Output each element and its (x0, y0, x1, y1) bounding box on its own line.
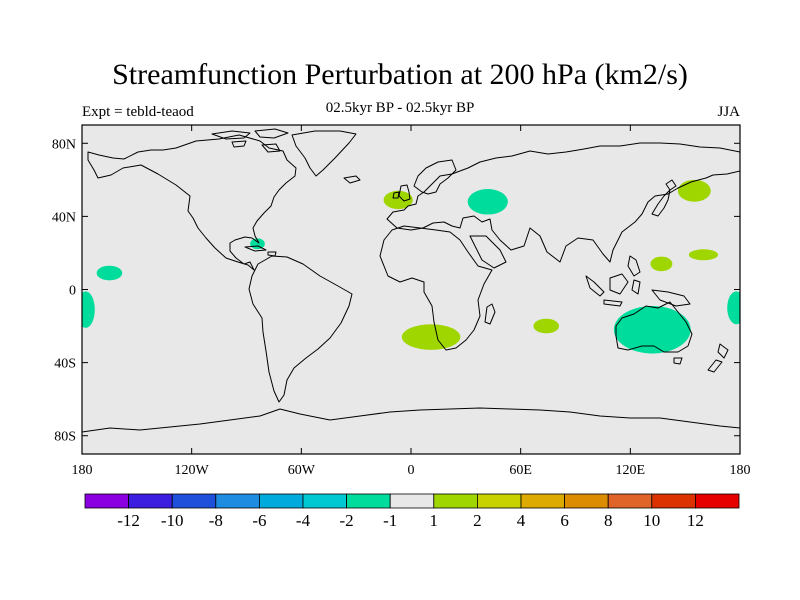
plot-title: Streamfunction Perturbation at 200 hPa (… (112, 58, 688, 91)
coastline-greenland (291, 130, 357, 177)
lon-tick-label: 120W (175, 463, 210, 478)
colorbar-swatch (389, 493, 435, 509)
colorbar-swatch (128, 493, 173, 509)
lon-tick-label: 180 (72, 463, 93, 478)
colorbar-label: -6 (252, 511, 266, 530)
colorbar-swatch (520, 493, 565, 509)
colorbar-swatch (695, 493, 740, 509)
map-ocean (82, 125, 740, 454)
coastline-java (603, 299, 623, 307)
anomaly-north-atlantic-positive (383, 190, 413, 210)
colorbar-label: -2 (340, 511, 354, 530)
coastline-eurasia (386, 142, 740, 263)
lon-tick-label: 180 (730, 463, 751, 478)
colorbar: -12 -10 -8 -6 -4 -2 -1 1 2 4 6 8 10 12 (84, 493, 740, 530)
colorbar-swatch (476, 493, 522, 509)
lon-tick-label: 120E (616, 463, 646, 478)
coastline-sulawesi (631, 279, 641, 295)
colorbar-label: -4 (296, 511, 311, 530)
colorbar-label: -1 (383, 511, 397, 530)
anomaly-europe-negative (467, 188, 508, 215)
coastline-scandinavia (413, 159, 457, 195)
colorbar-swatch (346, 493, 391, 509)
coastline-antarctica (82, 407, 740, 433)
coastline-arabia (469, 235, 507, 269)
season-label: JJA (717, 104, 740, 120)
coastline-australia (615, 301, 693, 353)
lat-tick-label: 40S (54, 357, 76, 372)
lat-tick-label: 80S (54, 430, 76, 445)
colorbar-swatch (433, 493, 478, 509)
coastline-layer (82, 128, 740, 433)
lon-tick-label: 60E (509, 463, 532, 478)
anomaly-west-pacific-positive (688, 249, 719, 261)
colorbar-label: 2 (473, 511, 482, 530)
coastline-borneo (609, 273, 629, 295)
coastline-tasmania (673, 357, 683, 365)
coastline-arctic-islands (211, 128, 289, 153)
axis-layer: 80N 40N 0 40S 80S 180 120W 60W 0 60E 120E 180 (52, 125, 751, 478)
anomaly-east-pacific-negative (96, 265, 123, 281)
coastline-philippines (627, 255, 641, 277)
colorbar-label: 12 (687, 511, 704, 530)
experiment-label: Expt = tebld-teaod (82, 104, 194, 120)
coastline-british-isles (392, 184, 411, 202)
colorbar-label: 1 (430, 511, 439, 530)
colorbar-label: -8 (209, 511, 223, 530)
colorbar-swatch (302, 493, 347, 509)
anomaly-australia-negative (613, 305, 691, 354)
anomaly-southeast-pacific-negative (82, 291, 95, 328)
plot-subtitle: 02.5kyr BP - 02.5kyr BP (325, 100, 475, 116)
colorbar-swatch (564, 493, 609, 509)
colorbar-swatch (607, 493, 653, 509)
anomaly-south-atlantic-positive (401, 324, 461, 350)
anomaly-philippine-sea-positive (650, 256, 673, 272)
coastline-madagascar (484, 303, 496, 325)
lon-tick-label: 0 (408, 463, 415, 478)
colorbar-label: -12 (117, 511, 140, 530)
coastline-new-guinea (651, 289, 691, 307)
lat-tick-label: 80N (52, 137, 76, 152)
colorbar-label: 4 (517, 511, 526, 530)
lat-tick-label: 40N (52, 210, 76, 225)
colorbar-label: 6 (560, 511, 569, 530)
colorbar-label: 10 (643, 511, 660, 530)
colorbar-label: -10 (161, 511, 184, 530)
colorbar-swatch (171, 493, 217, 509)
colorbar-label: 8 (604, 511, 613, 530)
anomaly-southwest-pacific-negative (727, 291, 740, 325)
coastline-africa (379, 225, 493, 351)
coastline-north-america (87, 134, 297, 271)
anomaly-indian-ocean-positive (533, 318, 560, 334)
coastline-new-zealand (707, 343, 729, 373)
coastline-sumatra (585, 275, 605, 297)
colorbar-swatch (258, 493, 304, 509)
lat-tick-label: 0 (69, 284, 76, 299)
coastline-iceland (343, 175, 361, 184)
coastline-japan (651, 179, 677, 217)
colorbar-swatch (651, 493, 696, 509)
coastline-south-america (248, 255, 353, 403)
anomaly-northwest-pacific-positive (677, 179, 711, 202)
lon-tick-label: 60W (288, 463, 316, 478)
colorbar-swatch (84, 493, 129, 509)
colorbar-swatch (215, 493, 260, 509)
